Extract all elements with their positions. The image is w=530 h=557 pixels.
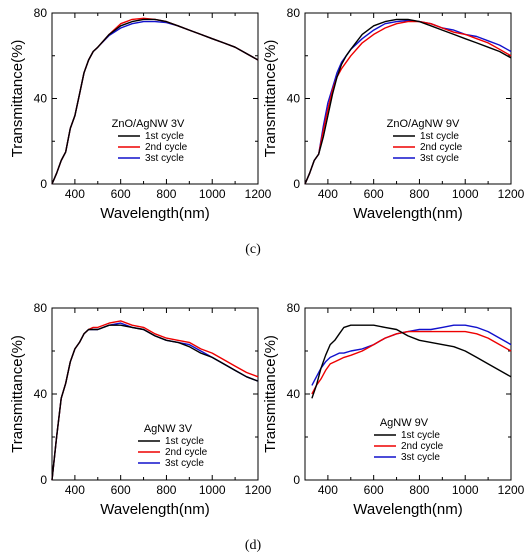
legend-entry-1: 1st cycle	[165, 436, 204, 447]
y-tick-label: 80	[34, 6, 48, 20]
y-tick-label: 0	[40, 473, 47, 487]
x-tick-label: 800	[156, 483, 176, 497]
y-tick-label: 40	[287, 387, 301, 401]
series-line-3	[304, 19, 512, 185]
x-tick-label: 400	[318, 483, 338, 497]
figure-label-c: (c)	[245, 242, 261, 257]
series-line-2	[311, 330, 512, 395]
x-tick-label: 1000	[452, 483, 479, 497]
legend-entry-2: 2nd cycle	[165, 447, 208, 458]
legend-entry-3: 3st cycle	[420, 153, 459, 164]
y-tick-label: 40	[34, 387, 48, 401]
y-tick-label: 0	[293, 473, 300, 487]
y-tick-label: 80	[34, 301, 48, 315]
legend-entry-2: 2nd cycle	[145, 142, 188, 153]
x-tick-label: 1000	[199, 187, 226, 201]
series-line-1	[51, 18, 259, 185]
x-tick-label: 600	[111, 187, 131, 201]
series-line-2	[304, 20, 512, 185]
series-line-3	[51, 322, 259, 481]
charts: 400 600 800 1000 120004080Wavelength(nm)Tran…	[9, 6, 525, 518]
chart-panel-1: 400 600 800 1000 1200 0 40 80 Wavelength(nm) Tran…	[9, 6, 272, 222]
x-tick-label: 1000	[452, 187, 479, 201]
x-tick-label: 800	[156, 187, 176, 201]
legend-entry-1: 1st cycle	[420, 131, 459, 142]
y-axis-label: Transmittance(%)	[9, 40, 26, 158]
legend-entry-3: 3st cycle	[165, 458, 204, 469]
x-tick-label: 400	[318, 187, 338, 201]
legend-title: AgNW 9V	[380, 417, 429, 429]
x-tick-label: 600	[364, 187, 384, 201]
x-tick-label: 800	[409, 483, 429, 497]
x-axis-label: Wavelength(nm)	[353, 205, 462, 222]
x-axis-label: Wavelength(nm)	[100, 205, 209, 222]
x-tick-label: 1200	[245, 483, 272, 497]
y-tick-label: 80	[287, 301, 301, 315]
y-tick-label: 0	[40, 177, 47, 191]
chart-panel-4: 400 600 800 1000 1200 0 40 80 Wavelength(nm) Tran…	[262, 301, 525, 518]
legend-entry-2: 2nd cycle	[420, 142, 463, 153]
x-tick-label: 1000	[199, 483, 226, 497]
y-tick-label: 0	[293, 177, 300, 191]
x-tick-label: 1200	[245, 187, 272, 201]
x-axis-label: Wavelength(nm)	[353, 501, 462, 518]
series-line-3	[311, 324, 512, 386]
y-tick-label: 40	[34, 92, 48, 106]
series-line-2	[51, 320, 259, 481]
y-axis-label: Transmittance(%)	[262, 335, 279, 453]
legend-title: ZnO/AgNW 9V	[387, 118, 460, 130]
figure-label-d: (d)	[245, 538, 262, 553]
series-line-1	[51, 324, 259, 481]
series-line-1	[311, 324, 512, 399]
chart-panel-3: 400 600 800 1000 1200 0 40 80 Wavelength(nm) Tran…	[9, 301, 272, 518]
y-tick-label: 80	[287, 6, 301, 20]
y-axis-label: Transmittance(%)	[262, 40, 279, 158]
legend-entry-1: 1st cycle	[145, 131, 184, 142]
x-tick-label: 800	[409, 187, 429, 201]
x-tick-label: 600	[111, 483, 131, 497]
chart-panel-2: 400 600 800 1000 1200 0 40 80 Wavelength(nm) Tran…	[262, 6, 525, 222]
legend-entry-3: 3st cycle	[145, 153, 184, 164]
legend-title: ZnO/AgNW 3V	[112, 118, 185, 130]
x-axis-label: Wavelength(nm)	[100, 501, 209, 518]
y-tick-label: 40	[287, 92, 301, 106]
series-line-1	[304, 18, 512, 185]
x-tick-label: 600	[364, 483, 384, 497]
x-tick-label: 1200	[498, 483, 525, 497]
y-axis-label: Transmittance(%)	[9, 335, 26, 453]
legend-entry-2: 2nd cycle	[401, 441, 444, 452]
x-tick-label: 400	[65, 187, 85, 201]
x-tick-label: 1200	[498, 187, 525, 201]
legend-entry-3: 3st cycle	[401, 452, 440, 463]
legend-title: AgNW 3V	[144, 423, 193, 435]
legend-entry-1: 1st cycle	[401, 430, 440, 441]
x-tick-label: 400	[65, 483, 85, 497]
